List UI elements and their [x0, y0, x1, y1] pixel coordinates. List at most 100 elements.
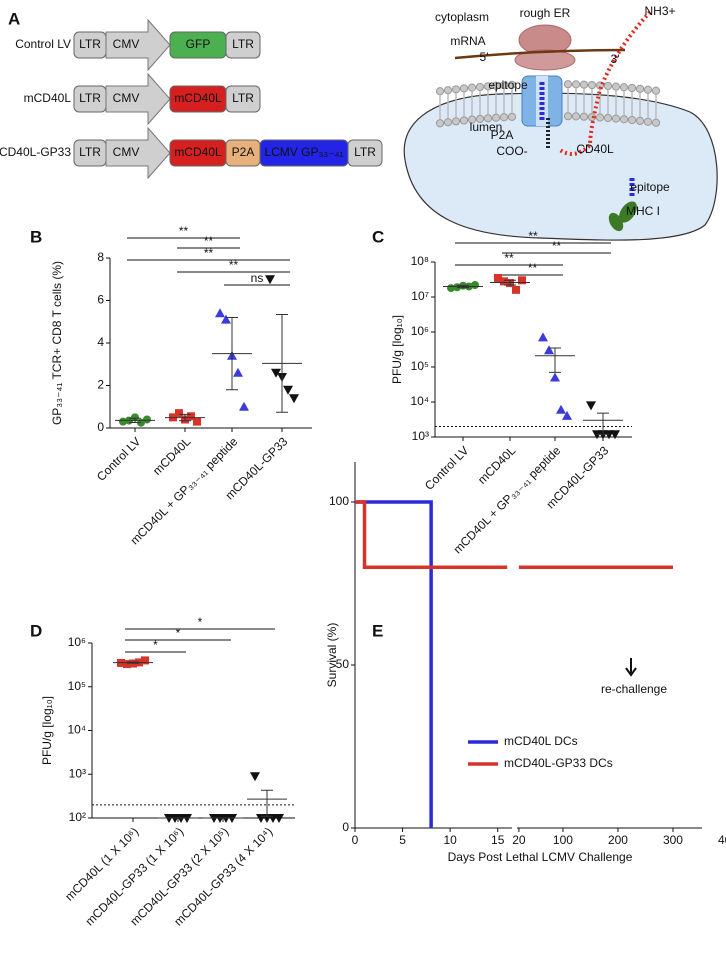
lipid-head: [603, 81, 613, 91]
data-point: [215, 308, 225, 318]
x-tick-label: 20: [512, 833, 526, 847]
significance-label: *: [198, 615, 203, 629]
lipid-head: [475, 114, 485, 124]
y-tick-label: 50: [336, 657, 350, 671]
cell-diagram: [403, 10, 718, 241]
diagram-label: MHC I: [626, 204, 660, 218]
data-point: [586, 401, 596, 411]
survival-line: [355, 500, 433, 828]
diagram-label: P2A: [491, 128, 514, 142]
data-point: [518, 276, 526, 285]
data-point: [274, 814, 284, 823]
lipid-head: [579, 112, 589, 121]
diagram-label: NH3+: [644, 4, 675, 18]
data-point: [123, 660, 131, 669]
data-point: [265, 275, 275, 285]
data-point: [119, 417, 127, 426]
lipid-head: [483, 114, 493, 123]
cd40l-chain: [558, 10, 652, 156]
mrna: [454, 48, 626, 60]
lipid-head: [571, 80, 581, 89]
lipid-head: [611, 114, 621, 123]
significance-label: **: [179, 224, 189, 238]
diagram-label: rough ER: [520, 6, 571, 20]
diagram-label: COO-: [496, 144, 527, 158]
error-bar: [261, 789, 273, 817]
significance-label: **: [204, 246, 214, 260]
y-tick-label: 4: [97, 335, 104, 349]
y-tick-label: 10⁴: [410, 394, 429, 408]
construct-element: LTR: [354, 145, 376, 159]
lipid-head: [491, 81, 501, 90]
data-point: [283, 385, 293, 395]
diagram-label: 3': [611, 52, 620, 66]
lipid-head: [459, 116, 469, 125]
lipid-head: [499, 113, 509, 122]
diagram-label: mRNA: [450, 34, 485, 48]
data-point: [250, 772, 260, 782]
construct-element: GFP: [186, 37, 211, 51]
panel-label: E: [372, 621, 383, 640]
data-point: [500, 277, 508, 286]
x-tick-label: 300: [663, 833, 683, 847]
y-axis-label: PFU/g [log₁₀]: [390, 315, 404, 384]
lipid-head: [635, 116, 645, 125]
error-bar: [597, 412, 609, 435]
lipid-head: [563, 80, 573, 89]
y-tick-label: 10⁸: [411, 254, 429, 268]
construct-element: LTR: [232, 91, 254, 105]
promoter-arrow: [105, 18, 171, 72]
construct-box: [347, 139, 383, 167]
x-tick-label: mCD40L (1 X 10⁶): [62, 824, 141, 903]
construct-name: Control LV: [15, 37, 71, 51]
y-axis-label: Survival (%): [325, 623, 339, 688]
x-tick-label: Control LV: [422, 443, 471, 492]
construct-element: mCD40L: [174, 145, 222, 159]
lipid-head: [563, 112, 573, 121]
x-tick-label: 5: [399, 833, 406, 847]
x-axis-label: Days Post Lethal LCMV Challenge: [448, 850, 633, 864]
lipid-head: [627, 83, 637, 93]
x-tick-label: 10: [443, 833, 457, 847]
data-point: [610, 430, 620, 440]
lipid-head: [651, 118, 661, 127]
lipid-head: [451, 117, 461, 126]
significance-label: **: [229, 258, 239, 272]
error-bar: [276, 314, 288, 413]
lipid-head: [459, 84, 469, 93]
construct-element: P2A: [232, 145, 255, 159]
x-tick-label: mCD40L: [150, 434, 194, 478]
significance-label: **: [552, 239, 562, 253]
diagram-label: epitope: [488, 78, 528, 92]
x-tick-label: Control LV: [94, 434, 143, 483]
construct-element: LTR: [79, 91, 101, 105]
annotation-arrow: [625, 658, 637, 677]
lipid-head: [443, 118, 453, 127]
legend-label: mCD40L DCs: [504, 734, 578, 748]
error-bar: [226, 317, 238, 391]
translocon-pore: [536, 76, 548, 126]
construct-element: LTR: [79, 145, 101, 159]
data-point: [494, 273, 502, 282]
diagram-label: 5': [480, 50, 489, 64]
y-tick-label: 10⁶: [68, 635, 86, 649]
significance-label: *: [153, 638, 158, 652]
lipid-head: [435, 87, 445, 96]
diagram-label: lumen: [470, 120, 503, 134]
significance-label: **: [528, 261, 538, 275]
annotation: re-challenge: [601, 682, 667, 696]
x-tick-label: 0: [352, 833, 359, 847]
lumen-shape: [403, 92, 718, 241]
x-tick-label: mCD40L: [475, 443, 519, 487]
data-point: [175, 409, 183, 418]
data-point: [221, 314, 231, 324]
error-bar: [179, 413, 191, 422]
lipid-head: [619, 115, 629, 124]
diagram-label: CD40L: [576, 142, 614, 156]
lipid-head: [451, 85, 461, 94]
y-tick-label: 10²: [69, 810, 86, 824]
lipid-head: [611, 82, 621, 91]
construct-element: LCMV GP₃₃₋₄₁: [264, 145, 343, 159]
mhc-domain: [619, 201, 637, 223]
y-tick-label: 10⁷: [411, 289, 429, 303]
